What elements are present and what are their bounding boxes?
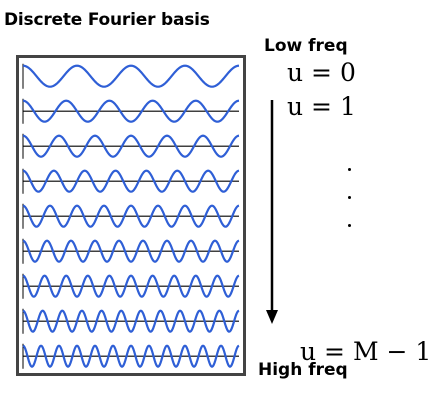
ellipsis-dot-2 — [348, 196, 351, 199]
basis-functions-panel — [16, 55, 246, 376]
basis-wave-0 — [23, 66, 239, 87]
index-second-text: u = 1 — [287, 92, 356, 121]
low-frequency-label: Low freq — [264, 36, 348, 56]
ellipsis-dot-1 — [348, 168, 351, 171]
index-first-label: u = 0 — [287, 58, 356, 87]
index-first-text: u = 0 — [287, 58, 356, 87]
basis-waves-plot — [19, 58, 243, 373]
diagram-title: Discrete Fourier basis — [4, 10, 210, 30]
ellipsis-dot-3 — [348, 224, 351, 227]
arrow-head — [266, 310, 278, 324]
frequency-direction-arrow — [262, 96, 282, 328]
index-second-label: u = 1 — [287, 92, 356, 121]
high-frequency-label: High freq — [258, 360, 348, 380]
